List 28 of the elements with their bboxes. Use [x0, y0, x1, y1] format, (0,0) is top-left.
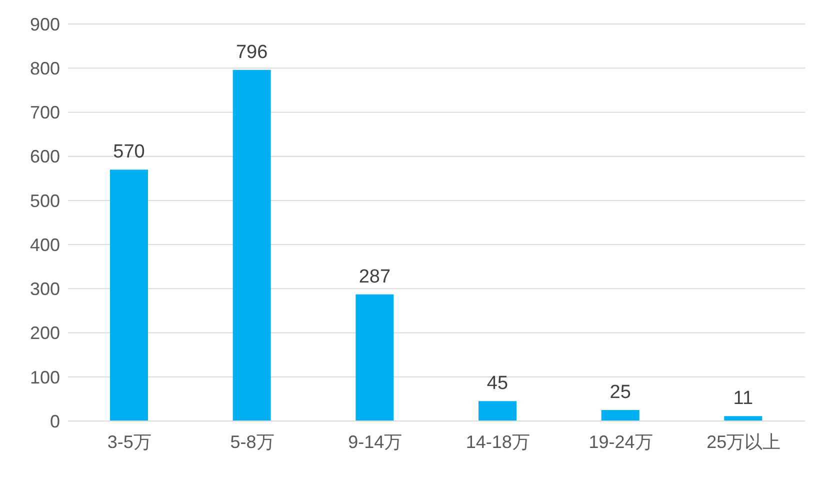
x-tick-label: 25万以上	[706, 432, 781, 452]
data-label: 287	[358, 266, 391, 288]
y-tick-label: 500	[30, 190, 60, 211]
x-tick-label: 19-24万	[588, 432, 653, 452]
y-tick-label: 200	[30, 323, 60, 344]
data-label: 11	[733, 388, 754, 410]
y-tick-label: 300	[30, 279, 60, 300]
bar	[110, 170, 148, 421]
data-label: 25	[610, 382, 631, 403]
bar	[356, 294, 394, 421]
data-label: 796	[236, 42, 268, 63]
data-label: 570	[113, 142, 145, 163]
x-tick-label: 14-18万	[466, 432, 530, 452]
x-tick-label: 3-5万	[107, 432, 152, 452]
y-tick-label: 700	[30, 102, 60, 123]
bar	[601, 410, 640, 421]
bar	[478, 401, 516, 421]
data-label: 45	[486, 373, 508, 394]
bar	[724, 416, 762, 421]
y-tick-label: 600	[30, 146, 60, 167]
x-tick-label: 5-8万	[230, 432, 274, 452]
y-tick-label: 800	[30, 58, 60, 78]
y-tick-label: 100	[30, 367, 60, 388]
y-tick-label: 400	[30, 234, 60, 255]
bar	[232, 70, 271, 421]
y-tick-label: 900	[30, 14, 60, 34]
x-tick-label: 9-14万	[348, 432, 402, 452]
y-tick-label: 0	[50, 411, 60, 432]
